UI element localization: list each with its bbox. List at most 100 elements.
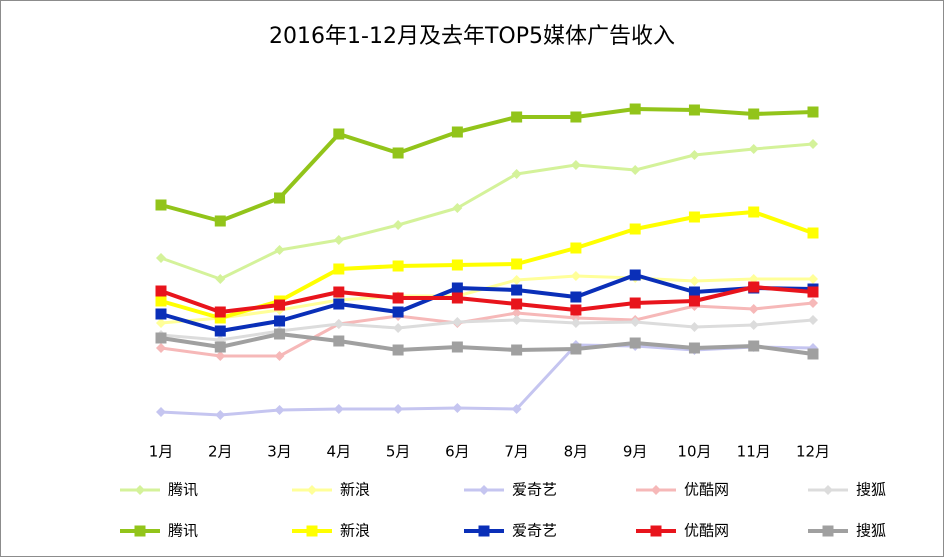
marker [808, 315, 818, 325]
marker [451, 126, 463, 138]
marker [650, 525, 662, 537]
marker [215, 410, 226, 420]
marker [333, 404, 344, 414]
marker [215, 274, 226, 284]
marker [511, 298, 523, 310]
marker [333, 263, 345, 275]
marker [392, 306, 404, 318]
marker [214, 215, 226, 227]
marker [274, 315, 286, 327]
marker [629, 337, 641, 349]
marker [306, 525, 318, 537]
marker [570, 291, 582, 303]
legend-label: 爱奇艺 [512, 522, 557, 540]
marker [452, 317, 463, 327]
marker [808, 298, 818, 308]
series-line [160, 318, 814, 342]
marker [156, 343, 166, 353]
marker [134, 525, 146, 537]
x-tick-label: 10月 [677, 443, 711, 461]
marker [688, 342, 700, 354]
marker [333, 335, 345, 347]
marker [807, 348, 819, 360]
x-tick-label: 3月 [267, 443, 292, 461]
marker [511, 169, 522, 179]
marker [392, 344, 404, 356]
x-tick-label: 6月 [445, 443, 470, 461]
marker [511, 284, 523, 296]
marker [570, 111, 582, 123]
marker [688, 211, 700, 223]
marker [511, 308, 522, 318]
marker [688, 104, 700, 116]
marker [274, 192, 286, 204]
marker [748, 206, 760, 218]
marker [333, 235, 344, 245]
legend-label: 搜狐 [856, 522, 886, 540]
marker [451, 282, 463, 294]
marker [808, 139, 818, 149]
x-tick-label: 2月 [208, 443, 233, 461]
marker [808, 274, 818, 284]
x-tick-label: 8月 [564, 443, 589, 461]
marker [135, 485, 145, 495]
marker [511, 258, 523, 270]
legend-label: 新浪 [340, 522, 370, 540]
marker [748, 281, 760, 293]
legend-label: 腾讯 [168, 481, 198, 499]
series-line [160, 301, 814, 358]
marker [393, 404, 404, 414]
marker [748, 340, 760, 352]
marker [748, 144, 759, 154]
marker [393, 220, 404, 230]
marker [629, 297, 641, 309]
marker [392, 260, 404, 272]
marker [748, 304, 759, 314]
marker [393, 323, 404, 333]
marker [511, 344, 523, 356]
marker [333, 319, 344, 329]
marker [155, 199, 167, 211]
legend-label: 爱奇艺 [512, 481, 557, 499]
marker [307, 485, 317, 495]
marker [630, 165, 641, 175]
marker [689, 150, 700, 160]
marker [333, 298, 345, 310]
series-line [160, 285, 814, 314]
marker [451, 292, 463, 304]
marker [629, 269, 641, 281]
marker [570, 271, 581, 281]
marker [630, 317, 641, 327]
marker [392, 292, 404, 304]
marker [333, 128, 345, 140]
series-line [160, 210, 814, 320]
marker [274, 328, 286, 340]
x-tick-label: 11月 [737, 443, 771, 461]
legend-label: 新浪 [340, 481, 370, 499]
series-line [160, 332, 814, 356]
series-line [160, 142, 814, 281]
legend-label: 优酷网 [684, 481, 729, 499]
x-tick-label: 7月 [504, 443, 529, 461]
chart-title: 2016年1-12月及去年TOP5媒体广告收入 [269, 24, 675, 49]
marker [451, 259, 463, 271]
marker [215, 351, 226, 361]
marker [629, 103, 641, 115]
series-line [160, 273, 814, 333]
marker [688, 295, 700, 307]
marker [807, 227, 819, 239]
x-tick-label: 9月 [623, 443, 648, 461]
marker [570, 304, 582, 316]
marker [570, 242, 582, 254]
marker [274, 245, 285, 255]
x-tick-label: 5月 [386, 443, 411, 461]
marker [155, 308, 167, 320]
marker [214, 325, 226, 337]
marker [511, 275, 522, 285]
marker [155, 295, 167, 307]
marker [511, 111, 523, 123]
x-tick-label: 1月 [149, 443, 174, 461]
marker [689, 322, 700, 332]
marker [452, 403, 463, 413]
marker [392, 147, 404, 159]
